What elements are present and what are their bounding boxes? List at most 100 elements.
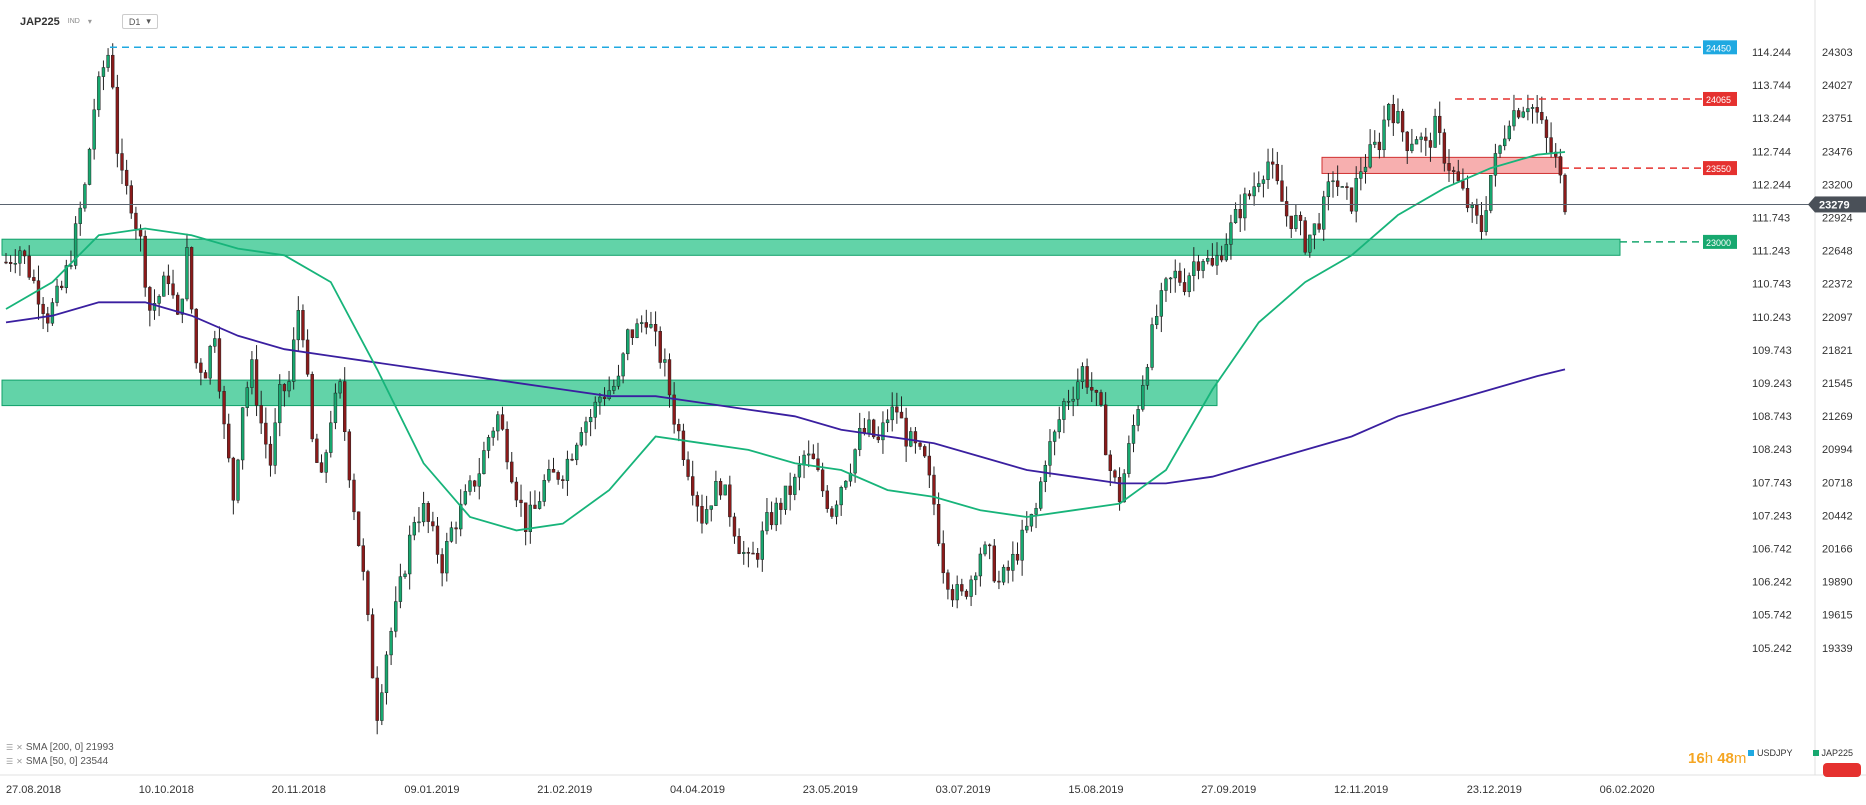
candle[interactable] — [551, 468, 556, 473]
candle[interactable] — [677, 424, 681, 432]
candle[interactable] — [352, 479, 356, 513]
candle[interactable] — [1377, 141, 1382, 151]
candle[interactable] — [203, 372, 208, 379]
candle[interactable] — [431, 521, 435, 527]
candle[interactable] — [1127, 443, 1131, 474]
candle[interactable] — [1475, 204, 1479, 216]
candle[interactable] — [1006, 566, 1010, 571]
candle[interactable] — [923, 446, 927, 457]
candle[interactable] — [728, 484, 732, 518]
candle[interactable] — [1540, 111, 1544, 121]
candle[interactable] — [403, 573, 407, 577]
candle[interactable] — [1159, 290, 1164, 317]
candle[interactable] — [1521, 111, 1525, 118]
candle[interactable] — [1229, 222, 1233, 245]
candle[interactable] — [394, 601, 398, 632]
candle[interactable] — [1461, 180, 1465, 189]
candle[interactable] — [769, 512, 774, 526]
candle[interactable] — [547, 468, 551, 481]
candle[interactable] — [1308, 234, 1312, 253]
candle[interactable] — [477, 473, 481, 487]
candle[interactable] — [1238, 209, 1242, 219]
candle[interactable] — [445, 541, 449, 574]
candle[interactable] — [1382, 119, 1386, 151]
candle[interactable] — [788, 485, 792, 495]
candle[interactable] — [1530, 107, 1535, 109]
candle[interactable] — [171, 283, 175, 296]
candle[interactable] — [630, 329, 635, 338]
candle[interactable] — [612, 385, 616, 391]
candle[interactable] — [398, 576, 403, 602]
candle[interactable] — [13, 263, 17, 265]
candle[interactable] — [1391, 104, 1396, 124]
candle[interactable] — [1433, 115, 1437, 148]
candle[interactable] — [1424, 136, 1428, 141]
candle[interactable] — [936, 504, 941, 544]
candle[interactable] — [278, 384, 282, 424]
candle[interactable] — [626, 329, 630, 355]
candle[interactable] — [1066, 400, 1071, 403]
candle[interactable] — [389, 630, 393, 656]
candle[interactable] — [254, 359, 259, 406]
candle[interactable] — [217, 338, 222, 392]
candle[interactable] — [997, 580, 1001, 583]
candle[interactable] — [208, 345, 212, 379]
candle[interactable] — [960, 584, 964, 592]
candle[interactable] — [227, 423, 231, 459]
candle[interactable] — [199, 362, 203, 373]
candle[interactable] — [1011, 553, 1015, 571]
candle[interactable] — [236, 459, 240, 501]
legend-jap225[interactable]: JAP225 — [1812, 748, 1853, 758]
candle[interactable] — [686, 459, 690, 477]
candle[interactable] — [1103, 404, 1108, 456]
candle[interactable] — [8, 261, 13, 264]
candle[interactable] — [240, 407, 245, 461]
candle[interactable] — [1322, 196, 1326, 230]
candle[interactable] — [709, 505, 713, 510]
candle[interactable] — [514, 481, 519, 501]
candle[interactable] — [329, 422, 333, 453]
candle[interactable] — [1419, 136, 1423, 140]
candle[interactable] — [1219, 255, 1224, 261]
candle[interactable] — [440, 554, 444, 574]
candle[interactable] — [1001, 566, 1006, 583]
settings-icon[interactable]: ☰ — [6, 743, 14, 752]
candle[interactable] — [825, 490, 829, 509]
candle[interactable] — [482, 450, 486, 474]
candle[interactable] — [834, 504, 839, 517]
candle[interactable] — [1136, 409, 1140, 426]
candle[interactable] — [59, 285, 64, 288]
candle[interactable] — [166, 275, 171, 285]
candle[interactable] — [412, 522, 416, 536]
candle[interactable] — [528, 504, 532, 532]
candle[interactable] — [918, 442, 922, 447]
candle[interactable] — [1479, 215, 1484, 232]
zone-red[interactable] — [1321, 156, 1563, 174]
candle[interactable] — [913, 431, 918, 444]
candle[interactable] — [64, 265, 69, 288]
candle[interactable] — [1201, 261, 1205, 271]
candle[interactable] — [783, 485, 788, 510]
candle[interactable] — [338, 381, 342, 394]
candle[interactable] — [273, 422, 277, 466]
candle[interactable] — [1442, 132, 1447, 164]
candle[interactable] — [853, 449, 857, 474]
candle[interactable] — [1178, 270, 1182, 283]
candle[interactable] — [213, 338, 217, 347]
candle[interactable] — [533, 504, 537, 509]
candle[interactable] — [1122, 473, 1126, 503]
candle[interactable] — [714, 480, 718, 506]
candle[interactable] — [1498, 145, 1502, 154]
candle[interactable] — [927, 455, 932, 476]
candle[interactable] — [287, 381, 291, 392]
candle[interactable] — [1447, 163, 1451, 171]
candle[interactable] — [737, 535, 741, 554]
candle[interactable] — [649, 324, 653, 328]
candle[interactable] — [152, 303, 157, 311]
candle[interactable] — [1298, 214, 1303, 221]
candle[interactable] — [301, 310, 305, 341]
candle[interactable] — [175, 294, 180, 315]
candle[interactable] — [751, 552, 755, 555]
close-icon[interactable]: ✕ — [16, 757, 23, 766]
candle[interactable] — [1312, 223, 1317, 236]
